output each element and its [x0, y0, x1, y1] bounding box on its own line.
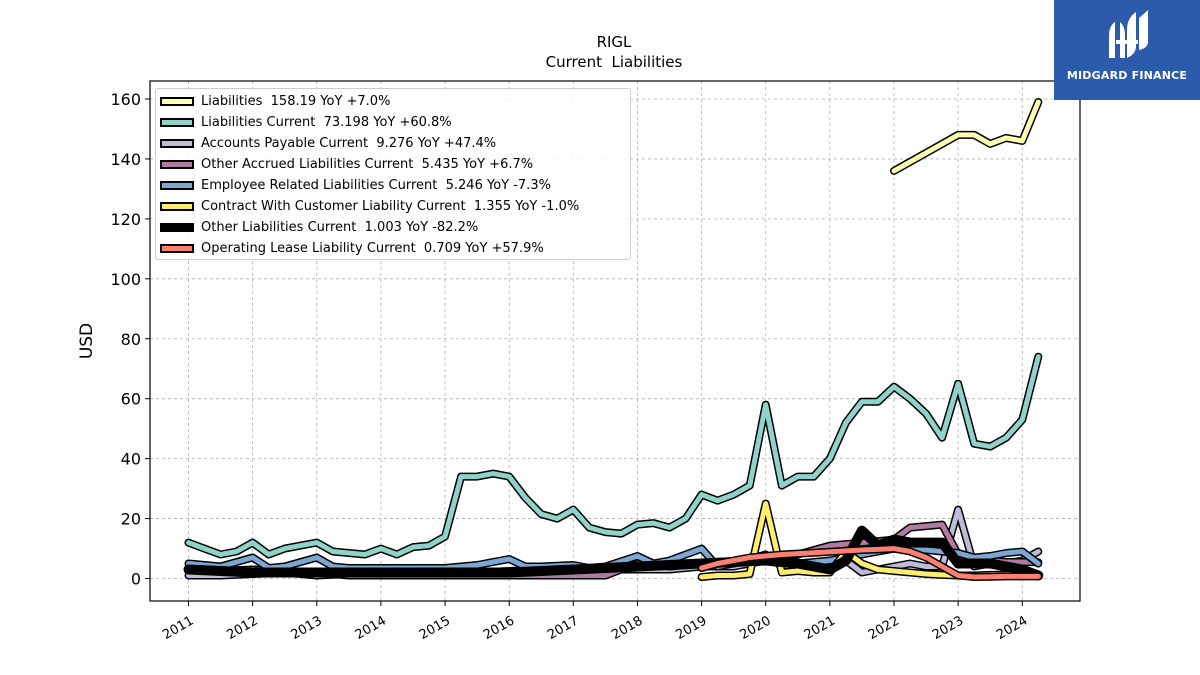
y-tick-label: 100 — [110, 270, 141, 289]
y-tick-label: 160 — [110, 90, 141, 109]
legend-item: Contract With Customer Liability Current… — [160, 196, 579, 216]
y-tick-label: 80 — [121, 330, 141, 349]
y-tick-label: 40 — [121, 450, 141, 469]
x-tick-label: 2013 — [289, 613, 325, 643]
legend-item: Employee Related Liabilities Current 5.2… — [160, 175, 551, 195]
midgard-finance-logo-icon — [1109, 10, 1148, 58]
legend-label: Other Liabilities Current 1.003 YoY -82.… — [201, 219, 479, 235]
chart-title: RIGL — [597, 33, 632, 51]
legend-item: Other Accrued Liabilities Current 5.435 … — [160, 154, 533, 174]
x-tick-label: 2017 — [545, 613, 581, 643]
y-tick-label: 0 — [131, 570, 141, 589]
y-tick-label: 120 — [110, 210, 141, 229]
y-tick-label: 20 — [121, 510, 141, 529]
x-tick-label: 2018 — [609, 613, 645, 643]
legend-swatch — [160, 117, 194, 127]
series-line — [699, 546, 1041, 580]
legend-item: Other Liabilities Current 1.003 YoY -82.… — [160, 217, 478, 237]
series-line — [186, 546, 1041, 571]
legend-item: Liabilities Current 73.198 YoY +60.8% — [160, 112, 452, 132]
y-axis-ticks: 0 20 40 60 80 100 120 140 160 — [110, 90, 150, 589]
legend-swatch — [160, 138, 194, 148]
x-tick-label: 2012 — [224, 613, 260, 643]
x-tick-label: 2024 — [994, 613, 1030, 643]
x-tick-label: 2023 — [930, 613, 966, 643]
legend-label: Accounts Payable Current 9.276 YoY +47.4… — [201, 135, 497, 151]
legend-item: Operating Lease Liability Current 0.709 … — [160, 238, 544, 258]
chart-subtitle: Current Liabilities — [546, 53, 683, 71]
series-line — [185, 527, 1042, 579]
legend: Liabilities 158.19 YoY +7.0% Liabilities… — [155, 88, 631, 260]
legend-swatch — [160, 180, 194, 190]
y-axis-label: USD — [77, 323, 97, 359]
x-tick-label: 2014 — [353, 613, 389, 643]
legend-swatch — [160, 243, 194, 253]
brand-logo: MIDGARD FINANCE — [1054, 0, 1200, 100]
series-lines — [183, 98, 1044, 581]
x-tick-label: 2011 — [160, 613, 196, 643]
x-tick-label: 2020 — [738, 613, 774, 643]
y-tick-label: 140 — [110, 150, 141, 169]
legend-label: Employee Related Liabilities Current 5.2… — [201, 177, 551, 193]
plot-frame — [149, 80, 1081, 602]
legend-swatch — [160, 201, 194, 211]
legend-swatch — [160, 96, 194, 106]
legend-item: Liabilities 158.19 YoY +7.0% — [160, 91, 390, 111]
x-tick-label: 2021 — [802, 613, 838, 643]
x-tick-label: 2015 — [417, 613, 453, 643]
legend-label: Liabilities Current 73.198 YoY +60.8% — [201, 114, 452, 130]
legend-label: Contract With Customer Liability Current… — [201, 198, 580, 214]
x-axis-ticks: 2011 2012 2013 2014 2015 2016 2017 2018 2019 2020… — [160, 601, 1030, 643]
legend-label: Operating Lease Liability Current 0.709 … — [201, 240, 544, 256]
legend-swatch — [160, 159, 194, 169]
brand-name: MIDGARD FINANCE — [1066, 69, 1188, 82]
x-tick-label: 2016 — [481, 613, 517, 643]
x-tick-label: 2019 — [673, 613, 709, 643]
legend-item: Accounts Payable Current 9.276 YoY +47.4… — [160, 133, 496, 153]
series-line — [891, 99, 1041, 174]
legend-label: Other Accrued Liabilities Current 5.435 … — [201, 156, 534, 172]
y-tick-label: 60 — [121, 390, 141, 409]
legend-label: Liabilities 158.19 YoY +7.0% — [201, 93, 391, 109]
legend-swatch — [160, 222, 194, 232]
series-line — [186, 354, 1041, 557]
x-tick-label: 2022 — [866, 613, 902, 643]
